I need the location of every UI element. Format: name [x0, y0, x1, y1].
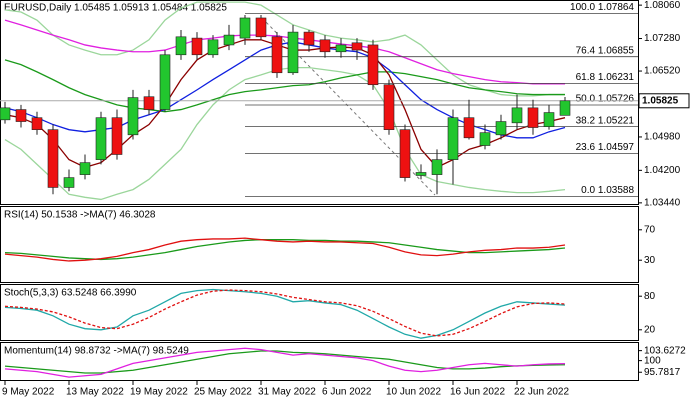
stoch-panel — [0, 284, 639, 341]
candle-body — [287, 31, 299, 74]
x-tick-label: 10 Jun 2022 — [386, 387, 441, 398]
fib-label: 61.8 1.06231 — [576, 72, 635, 83]
candle-body — [415, 172, 427, 176]
price-box — [638, 93, 690, 109]
fib-label: 76.4 1.06855 — [576, 45, 635, 56]
candle-body — [79, 162, 91, 175]
indicator-line — [4, 288, 566, 339]
y-tick-label: 103.6272 — [644, 345, 686, 356]
indicator-title: Stoch(5,3,3) 63.5248 66.3990 — [4, 288, 137, 299]
indicator-line — [4, 237, 566, 262]
indicator-title: Momentum(14) 98.8732 ->MA(7) 98.5249 — [4, 346, 189, 357]
indicator-line — [4, 347, 566, 378]
candle-body — [15, 109, 27, 122]
y-tick-label: 1.04200 — [644, 165, 681, 176]
y-tick-label: 20 — [644, 324, 656, 335]
fib-label: 0.0 1.03588 — [581, 185, 634, 196]
y-tick-label: 1.03440 — [644, 198, 681, 209]
fib-label: 23.6 1.04597 — [576, 142, 635, 153]
candle-body — [351, 42, 363, 51]
candle-body — [63, 177, 75, 188]
y-tick-label: 1.04980 — [644, 132, 681, 143]
candle-body — [143, 96, 155, 110]
candle-body — [559, 100, 571, 116]
candle-body — [207, 39, 219, 56]
moving-average — [4, 66, 566, 201]
indicator-title: RSI(14) 50.1538 ->MA(7) 46.3028 — [4, 210, 156, 221]
candle-body — [543, 112, 555, 127]
candle-body — [127, 97, 139, 136]
moving-average — [4, 19, 565, 85]
candle-body — [47, 129, 59, 188]
candle-body — [175, 36, 187, 56]
y-tick-label: 70 — [644, 224, 656, 235]
x-tick-label: 25 May 2022 — [194, 387, 252, 398]
x-tick-label: 9 May 2022 — [2, 387, 55, 398]
fib-label: 38.2 1.05221 — [576, 115, 635, 126]
x-tick-label: 22 Jun 2022 — [514, 387, 569, 398]
y-tick-label: 95.7817 — [644, 367, 681, 378]
candle-body — [335, 44, 347, 53]
candle-body — [239, 17, 251, 39]
candle-body — [31, 117, 43, 130]
rsi-panel — [0, 206, 639, 283]
moving-average — [4, 1, 565, 97]
price-box-label: 1.05825 — [642, 95, 679, 106]
fib-label: 50.0 1.05726 — [576, 94, 635, 105]
fib-label: 100.0 1.07864 — [570, 2, 634, 13]
candle-body — [527, 107, 539, 128]
y-tick-label: 80 — [644, 291, 656, 302]
x-tick-label: 13 May 2022 — [66, 387, 124, 398]
candle-body — [319, 39, 331, 53]
y-tick-label: 1.06520 — [644, 66, 681, 77]
x-tick-label: 16 Jun 2022 — [450, 387, 505, 398]
moving-average — [4, 59, 565, 113]
candle-body — [447, 117, 459, 160]
x-tick-label: 19 May 2022 — [130, 387, 188, 398]
candle-body — [495, 121, 507, 136]
candle-body — [303, 31, 315, 46]
momentum-panel — [0, 342, 639, 381]
candle-body — [159, 54, 171, 110]
candle-body — [383, 84, 395, 130]
candle-body — [463, 117, 475, 139]
candle-body — [271, 36, 283, 74]
chart-title: EURUSD,Daily 1.05485 1.05913 1.05484 1.0… — [4, 3, 227, 14]
y-tick-label: 100 — [644, 355, 661, 366]
candle-body — [223, 34, 235, 46]
candle-body — [95, 117, 107, 160]
indicator-line — [4, 350, 566, 374]
x-tick-label: 31 May 2022 — [258, 387, 316, 398]
moving-average — [4, 39, 566, 169]
y-tick-label: 1.08060 — [644, 0, 681, 11]
candle-body — [111, 117, 123, 155]
candle-body — [255, 17, 267, 38]
candle-body — [431, 159, 443, 175]
candle-body — [0, 107, 11, 121]
candle-body — [479, 132, 491, 146]
indicator-line — [4, 289, 566, 337]
x-tick-label: 6 Jun 2022 — [322, 387, 372, 398]
y-tick-label: 1.07280 — [644, 33, 681, 44]
candle-body — [191, 37, 203, 56]
candle-body — [511, 107, 523, 124]
candle-body — [399, 129, 411, 178]
y-tick-label: 30 — [644, 255, 656, 266]
candle-body — [367, 44, 379, 86]
